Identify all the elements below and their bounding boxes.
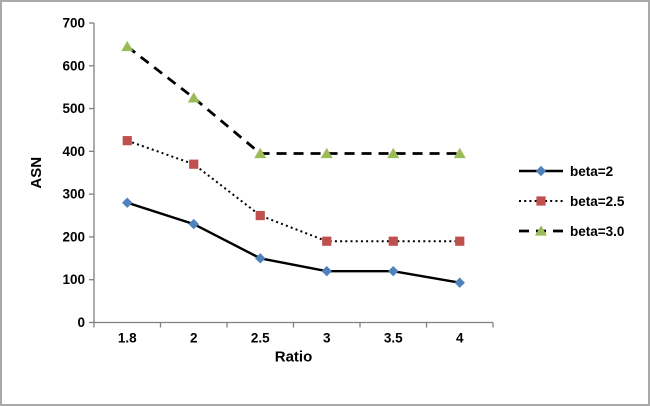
x-axis-title: Ratio xyxy=(275,349,313,366)
square-marker-series-1 xyxy=(122,136,132,146)
y-tick-label: 100 xyxy=(62,272,85,287)
series-line-0 xyxy=(126,201,460,284)
legend-triangle-icon xyxy=(535,225,547,236)
triangle-marker-series-2 xyxy=(254,147,267,159)
diamond-marker-series-0 xyxy=(188,218,199,230)
diamond-marker-series-0 xyxy=(321,265,332,277)
diamond-marker-series-0 xyxy=(122,197,133,208)
square-marker-series-1 xyxy=(255,210,265,221)
legend-diamond-icon xyxy=(535,165,547,177)
x-tick-label: 2.5 xyxy=(251,331,270,346)
y-tick-label: 200 xyxy=(62,229,85,244)
legend-label-2: beta=3.0 xyxy=(570,224,624,239)
square-marker-series-1 xyxy=(388,236,398,246)
x-tick-label: 3.5 xyxy=(384,331,403,346)
diamond-marker-series-0 xyxy=(454,277,465,288)
triangle-marker-series-2 xyxy=(453,147,466,159)
triangle-marker-series-2 xyxy=(187,92,200,103)
legend-label-0: beta=2 xyxy=(570,164,613,179)
triangle-marker-series-2 xyxy=(387,147,400,159)
x-tick-label: 2 xyxy=(190,331,198,346)
square-marker-series-1 xyxy=(455,236,465,246)
diamond-marker-series-0 xyxy=(388,265,399,277)
y-tick-label: 700 xyxy=(62,16,85,31)
triangle-marker-series-2 xyxy=(121,40,134,52)
series-line-2 xyxy=(126,45,460,155)
y-tick-label: 400 xyxy=(62,144,85,159)
x-tick-label: 1.8 xyxy=(118,331,137,346)
series-line-1 xyxy=(126,139,460,243)
y-tick-label: 600 xyxy=(62,58,85,73)
square-marker-series-1 xyxy=(189,159,199,169)
diamond-marker-series-0 xyxy=(255,253,266,264)
y-tick-label: 0 xyxy=(77,315,85,330)
legend-label-1: beta=2.5 xyxy=(570,194,625,209)
y-tick-label: 500 xyxy=(62,101,85,116)
square-marker-series-1 xyxy=(322,236,332,246)
x-tick-label: 3 xyxy=(323,331,331,346)
y-tick-label: 300 xyxy=(62,187,85,202)
y-axis-title: ASN xyxy=(28,157,45,189)
triangle-marker-series-2 xyxy=(320,147,333,159)
x-tick-label: 4 xyxy=(456,331,464,346)
legend-square-icon xyxy=(536,196,546,206)
